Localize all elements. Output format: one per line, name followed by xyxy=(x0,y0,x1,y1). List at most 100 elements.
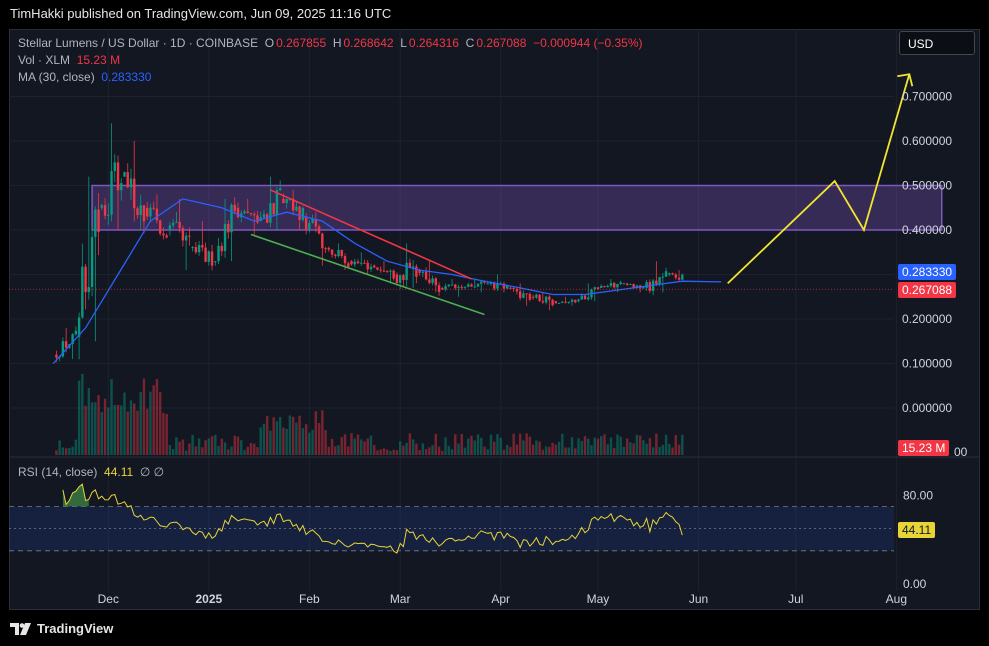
volume-bar xyxy=(340,437,343,455)
volume-bar xyxy=(541,449,545,455)
volume-bar xyxy=(152,385,155,455)
low-label: L xyxy=(400,36,407,50)
clipped-tick: 00 xyxy=(954,445,968,459)
chart-canvas[interactable]: 0.700000 0.600000 0.500000 0.400000 0.200000… xyxy=(9,29,980,610)
tradingview-brand[interactable]: TradingView xyxy=(10,621,113,636)
candle-body xyxy=(308,222,311,230)
volume-bar xyxy=(522,440,525,455)
candle-body xyxy=(505,285,509,289)
volume-legend: Vol · XLM 15.23 M xyxy=(18,53,120,67)
candle-body xyxy=(655,280,658,284)
candle-body xyxy=(87,286,91,293)
volume-bar xyxy=(275,421,279,455)
time-tick-label: Feb xyxy=(299,592,320,606)
candle-body xyxy=(460,286,463,288)
ma-value: 0.283330 xyxy=(101,70,152,84)
volume-bar xyxy=(574,448,577,455)
candle-body xyxy=(411,266,415,268)
volume-bar xyxy=(272,417,275,455)
volume-bar xyxy=(230,446,233,455)
volume-bar xyxy=(107,407,110,455)
volume-bar xyxy=(181,439,185,455)
candle-body xyxy=(55,354,58,358)
volume-bar xyxy=(126,411,129,455)
volume-bar xyxy=(133,403,136,455)
high-label: H xyxy=(332,36,342,50)
volume-bar xyxy=(253,443,256,455)
volume-bar xyxy=(645,443,648,455)
candle-body xyxy=(609,283,613,286)
candle-body xyxy=(321,233,324,249)
brand-label: TradingView xyxy=(37,621,114,636)
volume-bar xyxy=(87,388,91,455)
projection-path xyxy=(727,73,911,285)
high-value: 0.268642 xyxy=(343,36,394,50)
candle-body xyxy=(502,283,506,289)
candle-body xyxy=(207,251,211,262)
currency-button[interactable]: USD xyxy=(899,31,975,55)
candle-body xyxy=(674,274,678,278)
volume-bar xyxy=(61,447,65,455)
volume-bar xyxy=(502,449,506,455)
volume-bar xyxy=(658,446,661,455)
candle-body xyxy=(635,285,639,288)
candle-body xyxy=(262,214,266,218)
volume-bar xyxy=(486,449,489,455)
candle-body xyxy=(340,249,343,257)
candle-body xyxy=(369,266,373,270)
candle-body xyxy=(100,205,104,208)
close-value: 0.267088 xyxy=(476,36,527,50)
candle-body xyxy=(253,214,256,216)
volume-bar xyxy=(84,405,87,455)
volume-bar xyxy=(291,416,295,455)
volume-bar xyxy=(363,441,366,455)
candle-body xyxy=(139,205,142,216)
candle-body xyxy=(158,220,162,234)
candle-body xyxy=(81,266,84,318)
candle-body xyxy=(204,247,207,262)
symbol-label: Stellar Lumens / US Dollar · 1D · COINBA… xyxy=(18,36,259,50)
volume-bar xyxy=(71,446,74,455)
volume-bar xyxy=(428,447,431,455)
candle-body xyxy=(671,273,674,275)
volume-bar xyxy=(353,438,356,455)
volume-bar xyxy=(415,443,418,455)
volume-bar xyxy=(113,405,116,455)
candle-body xyxy=(619,282,622,284)
rsi-empty-values: ∅ ∅ xyxy=(139,465,165,479)
volume-bar xyxy=(389,450,392,455)
volume-bar xyxy=(622,446,626,455)
volume-bar xyxy=(664,434,668,455)
volume-bar xyxy=(557,441,561,455)
volume-bar xyxy=(509,447,512,455)
candle-body xyxy=(227,223,230,233)
candle-body xyxy=(236,207,240,218)
candle-body xyxy=(107,214,110,216)
volume-bar xyxy=(188,443,191,455)
volume-bar xyxy=(638,435,642,455)
volume-bar xyxy=(103,398,107,455)
volume-bar xyxy=(343,434,347,455)
candle-body xyxy=(382,270,386,272)
candle-body xyxy=(402,275,405,280)
candle-body xyxy=(428,279,431,283)
volume-bar xyxy=(606,444,609,455)
volume-bar xyxy=(651,447,655,455)
volume-bar xyxy=(528,436,532,455)
candle-body xyxy=(201,245,204,248)
volume-bar xyxy=(317,423,321,455)
candle-body xyxy=(480,281,483,284)
volume-bar xyxy=(535,440,538,455)
volume-bar xyxy=(97,394,100,455)
volume-bar xyxy=(246,446,249,455)
candle-body xyxy=(343,256,347,264)
volume-bar xyxy=(385,449,389,455)
volume-bar xyxy=(411,439,415,455)
volume-bar xyxy=(356,434,360,455)
volume-bar xyxy=(398,441,402,455)
candle-body xyxy=(223,223,227,252)
candle-body xyxy=(392,270,395,279)
candle-body xyxy=(116,162,120,191)
open-label: O xyxy=(264,36,275,50)
candle-body xyxy=(408,262,412,268)
